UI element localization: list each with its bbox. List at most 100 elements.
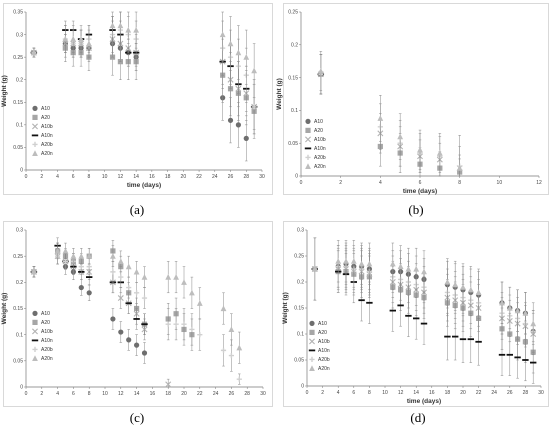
data-point — [110, 253, 116, 259]
data-point — [181, 279, 187, 285]
legend-marker — [309, 356, 315, 362]
data-point — [456, 165, 463, 171]
y-tick-label: 0 — [20, 385, 23, 391]
data-point — [317, 67, 324, 74]
data-point — [133, 268, 140, 275]
x-tick-label: 0 — [306, 390, 309, 396]
y-tick-label: 0.05 — [288, 141, 298, 147]
x-tick-label: 10 — [102, 174, 108, 180]
legend-label: A10 — [314, 119, 323, 125]
data-point — [405, 314, 412, 317]
x-tick-label: 30 — [538, 390, 544, 396]
y-tick-label: 0.3 — [297, 228, 304, 234]
data-point — [514, 307, 521, 314]
data-point — [110, 316, 116, 322]
legend-marker — [305, 154, 311, 160]
data-point — [62, 35, 69, 42]
data-point — [165, 321, 171, 327]
data-point — [110, 269, 116, 275]
legend-marker — [32, 105, 38, 111]
data-point — [70, 35, 77, 42]
data-point — [86, 40, 92, 47]
y-tick-label: 0.25 — [13, 254, 23, 260]
data-point — [70, 253, 77, 259]
data-point — [452, 335, 459, 338]
legend: A10 A20 A10b A10n A20b A20n — [31, 310, 53, 362]
x-tick-label: 6 — [72, 391, 75, 397]
data-point — [133, 26, 140, 33]
data-point — [228, 326, 235, 333]
data-point — [444, 278, 451, 285]
data-point — [78, 264, 84, 270]
data-point — [530, 361, 537, 364]
x-tick-label: 10 — [102, 391, 108, 397]
legend-marker — [32, 328, 38, 335]
x-tick-label: 24 — [491, 390, 497, 396]
y-tick-label: 0.1 — [16, 123, 23, 129]
y-axis-label: Weight (g) — [1, 293, 8, 325]
data-point — [498, 353, 506, 356]
data-point — [366, 301, 373, 304]
legend-label: A10b — [41, 124, 53, 130]
data-point — [251, 104, 257, 110]
legend-label: A20 — [41, 320, 50, 326]
data-point — [358, 260, 365, 267]
legend: A10 A20 A10b A10n A20b A20n — [31, 105, 53, 157]
legend-marker — [32, 141, 38, 147]
data-point — [86, 253, 93, 259]
legend-label: A20n — [41, 151, 53, 157]
x-tick-label: 28 — [243, 174, 249, 180]
data-point — [452, 281, 459, 288]
x-tick-label: 26 — [507, 390, 513, 396]
data-point — [189, 289, 195, 296]
chart-panel-a: 00.050.10.150.20.250.30.350 2 4 6 8 10 12 14 16 1… — [1, 10, 265, 217]
data-point — [243, 54, 250, 60]
x-tick-label: 12 — [118, 391, 124, 397]
legend-label: A20b — [314, 155, 326, 161]
data-point — [366, 260, 373, 267]
data-point — [421, 268, 427, 275]
data-point — [444, 335, 451, 338]
legend-marker — [32, 123, 38, 130]
data-point — [506, 304, 513, 311]
data-point — [196, 300, 203, 306]
data-point — [530, 320, 537, 327]
y-tick-label: 0.3 — [16, 228, 23, 234]
x-tick-label: 2 — [321, 390, 324, 396]
chart-panel-d: 00.050.10.150.20.250.30 2 4 6 8 10 12 14 16 18 20 2… — [282, 228, 544, 425]
x-tick-label: 30 — [259, 174, 265, 180]
data-point — [436, 149, 443, 156]
legend-label: A20n — [318, 366, 330, 372]
x-tick-label: 8 — [458, 180, 461, 186]
chart-panel-c: 00.050.10.150.20.250.30 2 4 6 8 10 12 14 16 18 20 2… — [1, 228, 266, 425]
y-tick-label: 0.05 — [13, 359, 23, 365]
data-point — [506, 353, 513, 356]
data-point — [343, 258, 349, 264]
x-tick-label: 18 — [165, 174, 171, 180]
data-point — [78, 284, 84, 291]
series-a20n — [30, 11, 258, 99]
panel-caption: (d) — [410, 410, 425, 425]
data-point — [118, 274, 124, 280]
data-point — [173, 321, 179, 327]
legend-marker — [309, 329, 315, 335]
y-tick-label: 0.1 — [297, 332, 304, 338]
data-point — [78, 35, 84, 42]
x-tick-label: 18 — [165, 391, 171, 397]
legend-marker — [32, 355, 38, 361]
x-tick-label: 6 — [419, 180, 422, 186]
x-tick-label: 10 — [382, 390, 388, 396]
y-tick-label: 0.1 — [291, 108, 298, 114]
y-tick-label: 0.15 — [294, 306, 304, 312]
data-point — [141, 323, 148, 326]
x-tick-label: 16 — [429, 390, 435, 396]
data-point — [236, 376, 242, 382]
data-point — [117, 295, 124, 302]
x-tick-label: 16 — [149, 174, 155, 180]
data-point — [467, 286, 474, 293]
data-point — [235, 49, 242, 56]
x-tick-label: 8 — [88, 391, 91, 397]
panel-caption: (b) — [408, 202, 423, 217]
x-tick-label: 4 — [379, 180, 382, 186]
legend-label: A20n — [41, 356, 53, 362]
